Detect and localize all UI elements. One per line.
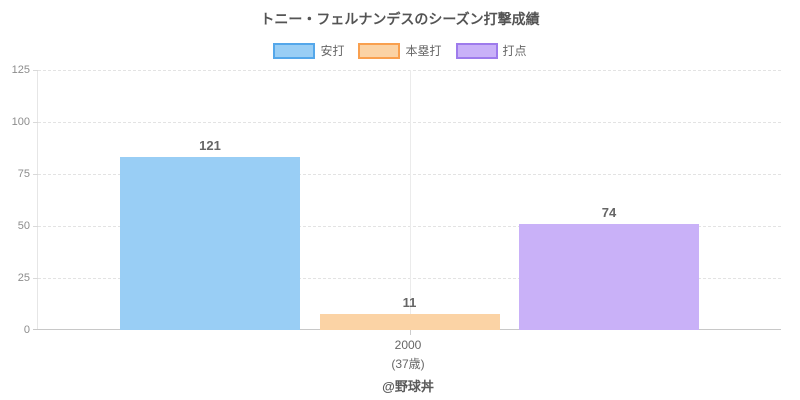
y-axis-tick-label-125: 125 bbox=[11, 64, 30, 76]
legend-item-hits[interactable]: 安打 bbox=[273, 43, 344, 59]
chart-footer-credit: @野球丼 bbox=[382, 379, 434, 394]
y-tick-mark-25 bbox=[33, 278, 38, 279]
y-axis-tick-label-100: 100 bbox=[11, 116, 30, 128]
chart-title: トニー・フェルナンデスのシーズン打撃成績 bbox=[260, 11, 540, 27]
y-axis-labels: 0 25 50 75 100 125 bbox=[0, 64, 30, 336]
bar-value-label-home-runs: 11 bbox=[402, 295, 417, 311]
legend-swatch-rbi-icon bbox=[455, 43, 498, 59]
y-tick-mark-125 bbox=[33, 70, 38, 71]
legend-swatch-hits-icon bbox=[273, 43, 316, 59]
plot-area: 121 11 74 bbox=[33, 70, 781, 335]
y-axis-tick-label-50: 50 bbox=[17, 220, 30, 232]
bar-hits[interactable] bbox=[120, 157, 300, 330]
legend: 安打 本塁打 打点 bbox=[0, 43, 800, 59]
legend-label-rbi: 打点 bbox=[502, 44, 527, 58]
x-axis-label-age: (37歳) bbox=[391, 357, 425, 371]
y-axis-tick-label-25: 25 bbox=[17, 272, 30, 284]
bar-rbi[interactable] bbox=[519, 224, 699, 330]
bar-value-label-hits: 121 bbox=[199, 138, 221, 154]
bar-home-runs[interactable] bbox=[319, 314, 500, 330]
x-axis-label-year: 2000 bbox=[394, 338, 422, 352]
legend-item-home-runs[interactable]: 本塁打 bbox=[358, 43, 442, 59]
legend-item-rbi[interactable]: 打点 bbox=[455, 43, 527, 59]
y-tick-mark-100 bbox=[33, 122, 38, 123]
legend-swatch-home-runs-icon bbox=[358, 43, 401, 59]
x-tick-mark bbox=[409, 330, 411, 335]
gridline-x-category bbox=[409, 70, 411, 330]
legend-label-hits: 安打 bbox=[320, 44, 345, 58]
y-tick-mark-75 bbox=[33, 174, 38, 175]
bar-value-label-rbi: 74 bbox=[601, 205, 617, 221]
legend-label-home-runs: 本塁打 bbox=[405, 44, 442, 58]
y-axis-tick-label-0: 0 bbox=[23, 324, 30, 336]
y-tick-mark-50 bbox=[33, 226, 38, 227]
y-axis-tick-label-75: 75 bbox=[17, 168, 30, 180]
